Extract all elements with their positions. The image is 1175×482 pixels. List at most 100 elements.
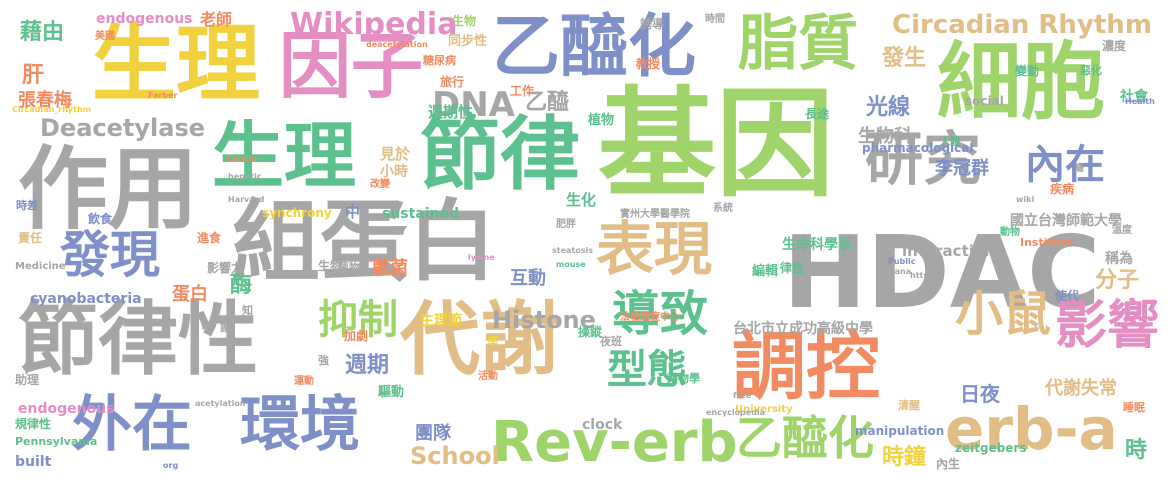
cloud-word: 光線 [866, 95, 911, 120]
cloud-word: 分子 [1095, 268, 1140, 293]
cloud-word: 濃度 [1102, 39, 1127, 53]
cloud-word: 睡眠 [1123, 401, 1145, 414]
cloud-word: 乙醯 [525, 90, 570, 115]
cloud-word: 改變 [370, 179, 390, 190]
cloud-word: 見於 [380, 145, 411, 163]
cloud-word: Circadian Rhythm [892, 10, 1152, 40]
cloud-word: 溫度 [1112, 225, 1132, 236]
cloud-word: 人體 [940, 137, 960, 148]
cloud-word: 糖尿病 [423, 54, 456, 67]
cloud-word: 美國 [95, 31, 115, 42]
cloud-word: 作用 [18, 137, 198, 242]
cloud-word: 夜班 [600, 335, 622, 348]
cloud-word: Histone [492, 306, 596, 334]
cloud-word: acetylation [195, 399, 246, 408]
cloud-word: free [733, 391, 752, 400]
cloud-word: 時間 [705, 14, 725, 25]
cloud-word: 羅 [1075, 164, 1085, 174]
cloud-word: 週期 [345, 353, 390, 378]
cloud-word: 環境 [240, 390, 360, 460]
cloud-word: 變動 [1015, 64, 1040, 78]
cloud-word: 助理 [15, 373, 40, 387]
cloud-word: 抑制 [318, 297, 398, 343]
cloud-word: 加劇 [344, 329, 369, 343]
cloud-word: 時鐘 [882, 445, 927, 470]
cloud-word: 疾病 [1050, 182, 1075, 196]
cloud-word: 同步性 [448, 34, 488, 49]
cloud-word: Public [888, 257, 916, 266]
cloud-word: synchrony [262, 206, 332, 220]
cloud-word: 學 [487, 335, 498, 348]
cloud-word: 植物 [588, 113, 615, 128]
cloud-word: School [410, 442, 500, 470]
cloud-word: 乙醯化 [492, 8, 697, 87]
cloud-word: 清醒 [898, 399, 920, 412]
cloud-word: 社會 [1120, 89, 1148, 105]
cloud-word: HDAC [783, 214, 1101, 331]
cloud-word: 法柏癌症中心 [620, 312, 680, 323]
cloud-word: 責任 [18, 231, 43, 245]
cloud-word: 基因 [598, 75, 835, 213]
cloud-word: 影響 [1055, 296, 1160, 356]
cloud-word: lysine [468, 253, 495, 262]
cloud-word: 肝 [22, 63, 45, 88]
cloud-word: 生命科學系 [782, 237, 852, 253]
cloud-word: 影響力 [207, 261, 244, 275]
cloud-word: endogenous [18, 401, 115, 417]
cloud-word: 外在 [72, 390, 192, 460]
cloud-word: 肥胖 [556, 219, 576, 230]
cloud-word: deacetylation [366, 40, 428, 49]
cloud-word: 工作 [510, 84, 535, 98]
cloud-word: 教授 [636, 57, 661, 71]
cloud-word: 發生 [882, 46, 927, 71]
cloud-word: 稱為 [1105, 251, 1133, 267]
cloud-word: 張春梅 [18, 90, 72, 111]
cloud-word: 活動 [478, 371, 498, 382]
cloud-word: 研究 [865, 125, 982, 193]
cloud-word: 強 [318, 354, 329, 367]
cloud-word: 生物 [318, 259, 343, 273]
cloud-word: 使代 [1055, 289, 1080, 303]
cloud-word: 脂質 [738, 9, 858, 79]
cloud-word: sustained [382, 206, 460, 222]
cloud-word: 發現 [60, 226, 160, 284]
cloud-word: 互動 [510, 268, 546, 289]
cloud-word: 編輯 [752, 264, 779, 279]
cloud-word: Medicine [15, 261, 66, 272]
cloud-word: 導致 [612, 286, 709, 342]
cloud-word: 生理 [92, 15, 261, 113]
cloud-word: 蛋白 [172, 284, 208, 305]
cloud-word: 惡化 [1080, 64, 1102, 77]
cloud-word: 表現 [596, 215, 713, 283]
cloud-word: pharmacological [862, 141, 974, 155]
cloud-word: 酶 [230, 273, 253, 298]
cloud-word: 藉由 [20, 20, 65, 45]
cloud-word: manipulation [855, 424, 945, 438]
cloud-word: DNA [432, 85, 515, 125]
cloud-word: 操縱 [578, 325, 603, 339]
cloud-word: 生理節 [420, 313, 462, 329]
cloud-word: 乙醯化 [736, 411, 874, 465]
cloud-word: 台北市立成功高級中學 [733, 321, 873, 337]
cloud-word: University [735, 404, 793, 415]
cloud-word: encyclopedia [706, 408, 766, 417]
cloud-word: Circadian_rhythm [12, 105, 91, 114]
cloud-word: 誘導 [640, 17, 665, 31]
cloud-word: interactions [902, 242, 1004, 260]
cloud-word: 內在 [1025, 142, 1105, 188]
cloud-word: Dana [888, 267, 912, 276]
cloud-word: Wikipedia [290, 7, 458, 42]
cloud-word: 節律 [420, 108, 580, 201]
cloud-word: Deacetylase [40, 114, 205, 142]
cloud-word: Harvard [228, 195, 265, 204]
cloud-word: mouse [556, 260, 586, 269]
cloud-word: zeitgebers [955, 441, 1027, 455]
cloud-word: http [910, 271, 930, 280]
cloud-word: 藍菌 [372, 258, 408, 279]
cloud-word: Institute [1020, 236, 1074, 249]
cloud-word: 謝 [220, 321, 231, 334]
cloud-word: 節律性 [18, 293, 258, 386]
cloud-word: Farber [148, 91, 178, 100]
cloud-word: 時差 [16, 199, 38, 212]
